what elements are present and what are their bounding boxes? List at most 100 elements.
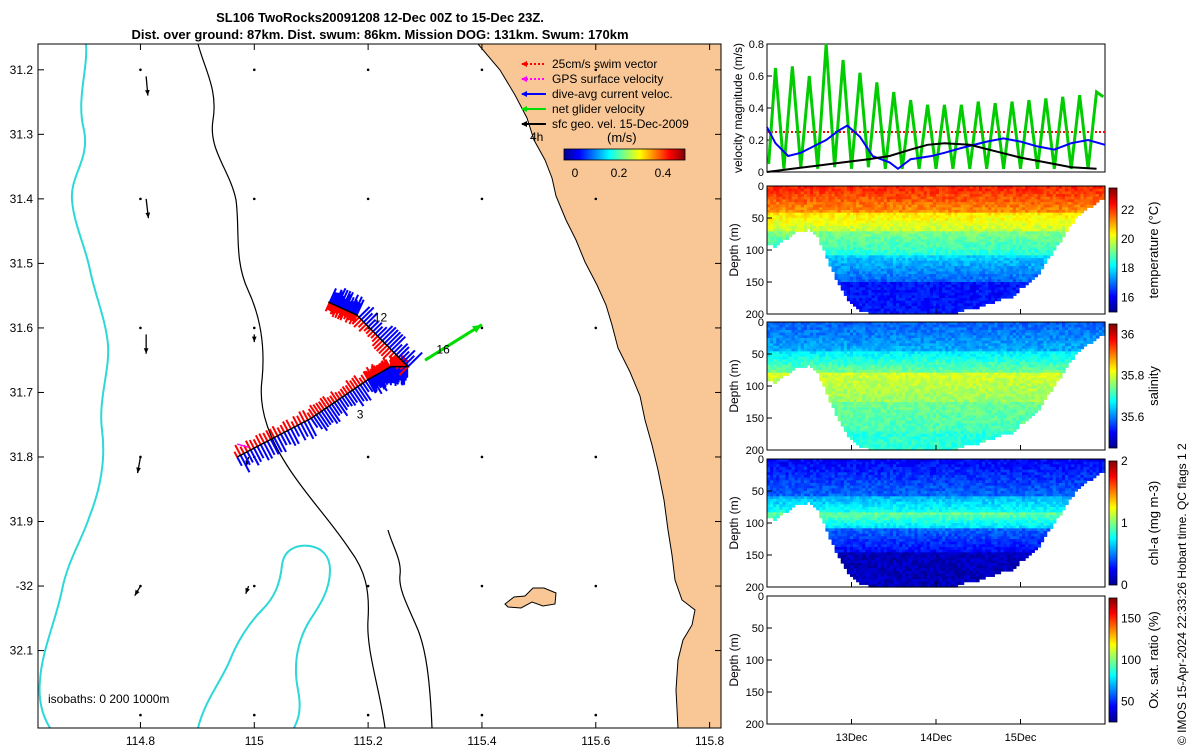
current-vector: [367, 379, 377, 394]
heatmap-cell: [779, 359, 783, 363]
heatmap-cell: [988, 199, 992, 203]
heatmap-cell: [843, 386, 848, 390]
heatmap-cell: [856, 194, 860, 198]
heatmap-cell: [1037, 247, 1042, 251]
heatmap-cell: [788, 348, 793, 352]
heatmap-cell: [1009, 244, 1014, 248]
heatmap-cell: [1000, 215, 1005, 219]
heatmap-cell: [948, 298, 952, 302]
current-vector: [328, 405, 341, 423]
heatmap-cell: [846, 434, 851, 438]
isobath-1000-b: [197, 544, 332, 728]
heatmap-cell: [911, 271, 916, 275]
heatmap-cell: [997, 268, 1002, 272]
heatmap-cell: [770, 343, 774, 347]
heatmap-cell: [880, 260, 885, 264]
heatmap-cell: [951, 231, 956, 235]
heatmap-cell: [1022, 282, 1026, 286]
heatmap-cell: [942, 263, 946, 267]
y-tick-label: 31.7: [10, 385, 34, 399]
heatmap-cell: [975, 247, 980, 251]
heatmap-cell: [969, 300, 974, 304]
heatmap-cell: [889, 284, 894, 288]
heatmap-cell: [1015, 266, 1020, 270]
heatmap-cell: [960, 236, 965, 240]
heatmap-cell: [871, 287, 876, 291]
heatmap-cell: [883, 284, 888, 288]
heatmap-cell: [948, 271, 952, 275]
heatmap-cell: [1034, 260, 1038, 264]
heatmap-cell: [767, 231, 771, 235]
heatmap-cell: [880, 258, 885, 262]
heatmap-cell: [862, 292, 866, 296]
heatmap-cell: [813, 343, 817, 347]
heatmap-cell: [883, 231, 888, 235]
heatmap-cell: [816, 370, 820, 374]
heatmap-cell: [785, 372, 790, 376]
heatmap-cell: [908, 191, 913, 195]
heatmap-cell: [828, 354, 833, 358]
heatmap-cell: [985, 298, 989, 302]
heatmap-cell: [1098, 194, 1103, 198]
heatmap-cell: [865, 194, 869, 198]
heatmap-cell: [957, 255, 962, 259]
heatmap-cell: [939, 266, 943, 270]
heatmap-cell: [889, 268, 894, 272]
heatmap-cell: [770, 204, 774, 208]
heatmap-cell: [926, 308, 931, 312]
heatmap-cell: [831, 391, 836, 395]
heatmap-cell: [837, 186, 842, 190]
heatmap-cell: [1015, 202, 1020, 206]
heatmap-cell: [831, 383, 836, 387]
heatmap-cell: [1034, 207, 1038, 211]
heatmap-cell: [905, 287, 909, 291]
heatmap-cell: [923, 191, 928, 195]
heatmap-cell: [948, 287, 952, 291]
heatmap-cell: [936, 220, 940, 224]
heatmap-cell: [902, 306, 906, 310]
heatmap-cell: [1034, 191, 1038, 195]
heatmap-cell: [828, 362, 833, 366]
heatmap-cell: [819, 194, 823, 198]
heatmap-cell: [843, 380, 848, 384]
heatmap-cell: [822, 340, 826, 344]
heatmap-cell: [840, 346, 845, 350]
heatmap-cell: [886, 308, 891, 312]
heatmap-cell: [920, 282, 925, 286]
heatmap-cell: [846, 218, 851, 222]
heatmap-cell: [1037, 234, 1042, 238]
heatmap-cell: [806, 348, 811, 352]
heatmap-cell: [886, 244, 891, 248]
heatmap-cell: [776, 354, 780, 358]
heatmap-cell: [896, 255, 900, 259]
heatmap-cell: [1000, 242, 1005, 246]
heatmap-cell: [899, 218, 903, 222]
heatmap-cell: [917, 186, 922, 190]
heatmap-cell: [1052, 194, 1057, 198]
heatmap-cell: [797, 218, 802, 222]
heatmap-cell: [1046, 223, 1051, 227]
heatmap-cell: [1055, 196, 1060, 200]
heatmap-cell: [948, 284, 952, 288]
heatmap-cell: [767, 372, 771, 376]
heatmap-cell: [988, 223, 992, 227]
heatmap-cell: [828, 375, 833, 379]
heatmap-cell: [776, 218, 780, 222]
heatmap-cell: [794, 327, 799, 331]
heatmap-cell: [779, 223, 783, 227]
heatmap-cell: [982, 223, 986, 227]
heatmap-cell: [951, 228, 956, 232]
heatmap-cell: [960, 247, 965, 251]
isobaths-label: isobaths: 0 200 1000m: [48, 692, 169, 706]
heatmap-cell: [905, 223, 909, 227]
heatmap-cell: [951, 287, 956, 291]
heatmap-cell: [834, 412, 839, 416]
heatmap-cell: [849, 434, 854, 438]
heatmap-cell: [1046, 252, 1051, 256]
grid-dot: [594, 68, 598, 72]
heatmap-cell: [914, 287, 919, 291]
heatmap-cell: [957, 266, 962, 270]
heatmap-cell: [883, 210, 888, 214]
heatmap-cell: [1052, 223, 1057, 227]
heatmap-cell: [991, 204, 995, 208]
